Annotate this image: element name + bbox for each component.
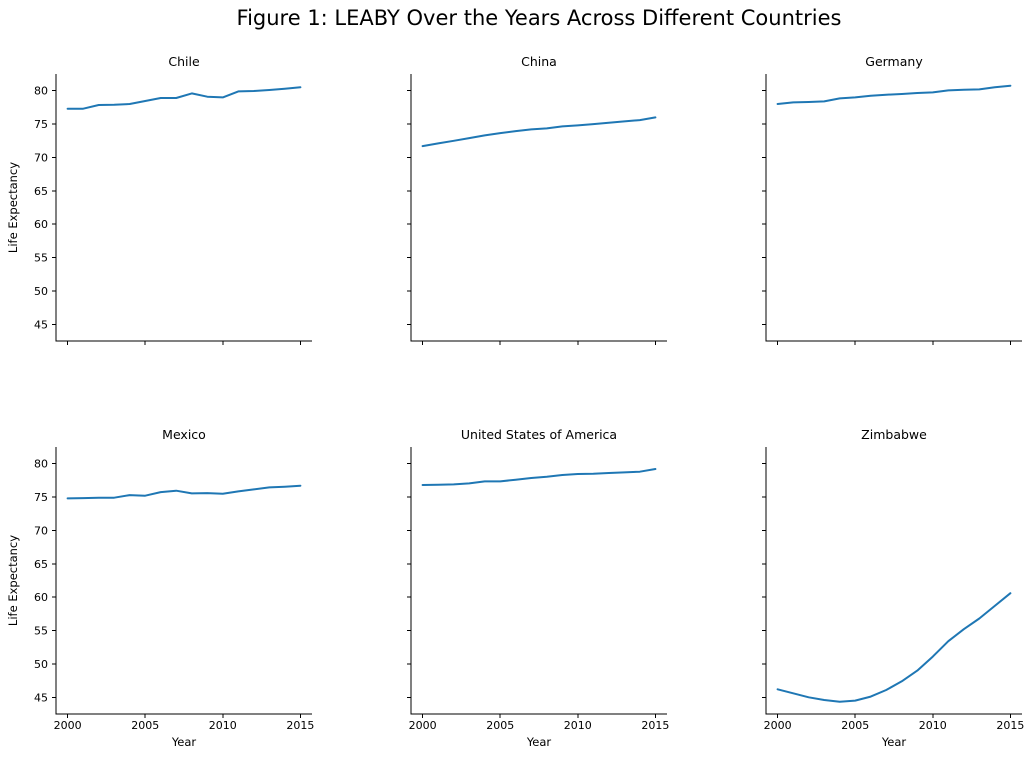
subplot-title: Mexico (162, 427, 206, 442)
subplot-united-states-of-america: 2000 2005 2010 2015 United States of America… (407, 427, 669, 749)
x-tick-label: 2000 (764, 719, 792, 732)
y-tick-label: 60 (34, 591, 48, 604)
subplot-title: United States of America (461, 427, 617, 442)
x-tick-label: 2015 (286, 719, 314, 732)
line-germany (776, 84, 1012, 105)
y-tick-label: 55 (34, 625, 48, 638)
line-zimbabwe (776, 592, 1012, 703)
axes-spines (765, 74, 1022, 342)
y-tick-label: 80 (34, 458, 48, 471)
y-tick-label: 50 (34, 285, 48, 298)
x-axis-label: Year (526, 735, 552, 749)
axes-spines (55, 74, 312, 342)
y-axis-label: Life Expectancy (6, 535, 20, 626)
y-tick-label: 45 (34, 318, 48, 331)
x-tick-label: 2015 (641, 719, 669, 732)
subplot-mexico: 2000 2005 2010 2015 45 50 55 60 65 70 75 80 Mexico Li… (6, 427, 314, 749)
axes-spines (765, 447, 1022, 715)
x-tick-label: 2010 (919, 719, 947, 732)
y-axis-label: Life Expectancy (6, 162, 20, 253)
y-tick-label: 75 (34, 118, 48, 131)
subplot-title: Germany (865, 54, 923, 69)
x-tick-label: 2005 (486, 719, 514, 732)
x-tick-label: 2010 (209, 719, 237, 732)
subplot-title: Chile (168, 54, 200, 69)
line-china (421, 116, 657, 148)
y-tick-label: 75 (34, 491, 48, 504)
axes-spines (410, 74, 667, 342)
subplot-title: Zimbabwe (861, 427, 927, 442)
y-tick-label: 55 (34, 252, 48, 265)
x-tick-label: 2005 (131, 719, 159, 732)
y-tick-label: 80 (34, 85, 48, 98)
y-tick-label: 50 (34, 658, 48, 671)
line-mexico (66, 484, 302, 500)
x-tick-label: 2010 (564, 719, 592, 732)
subplot-china: China (407, 54, 667, 345)
x-tick-label: 2000 (54, 719, 82, 732)
subplot-germany: Germany (762, 54, 1022, 345)
figure-title: Figure 1: LEABY Over the Years Across Di… (236, 6, 842, 30)
line-chile (66, 86, 302, 110)
subplot-title: China (521, 54, 557, 69)
x-tick-label: 2015 (996, 719, 1024, 732)
axes-spines (410, 447, 667, 715)
subplot-zimbabwe: 2000 2005 2010 2015 Zimbabwe Year (762, 427, 1024, 749)
y-tick-label: 70 (34, 151, 48, 164)
subplot-chile: 45 50 55 60 65 70 75 80 Chile Life Expectancy (6, 54, 312, 345)
axes-spines (55, 447, 312, 715)
x-tick-label: 2005 (841, 719, 869, 732)
x-tick-label: 2000 (409, 719, 437, 732)
x-axis-label: Year (881, 735, 907, 749)
y-tick-label: 70 (34, 524, 48, 537)
y-tick-label: 65 (34, 558, 48, 571)
line-united-states-of-america (421, 468, 657, 486)
y-tick-label: 45 (34, 691, 48, 704)
y-tick-label: 65 (34, 185, 48, 198)
y-tick-label: 60 (34, 218, 48, 231)
x-axis-label: Year (171, 735, 197, 749)
